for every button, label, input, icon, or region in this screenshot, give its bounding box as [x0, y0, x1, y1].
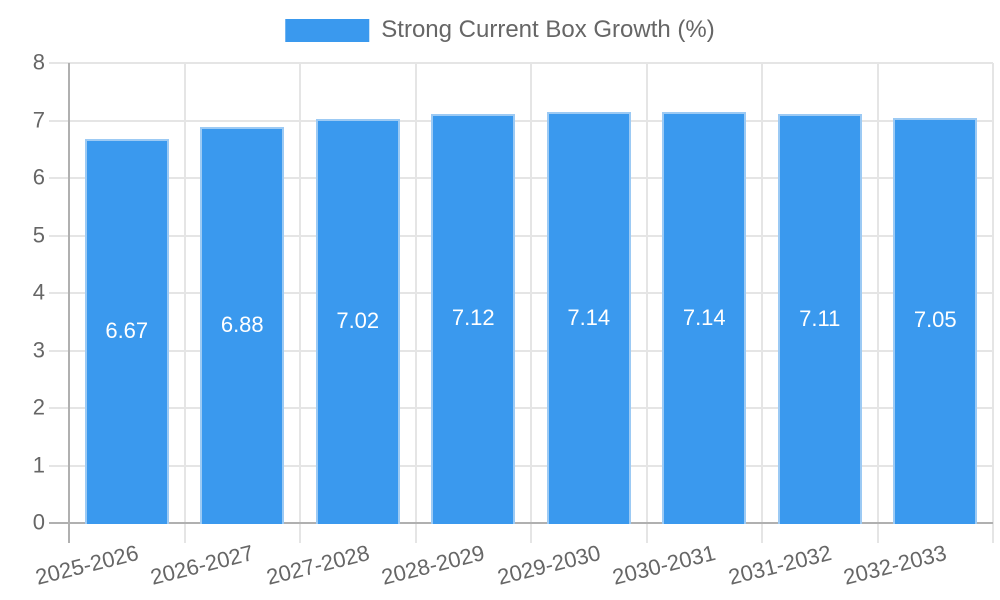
bar-value-label: 7.12 — [451, 305, 495, 331]
bar-value-label: 7.05 — [913, 307, 957, 333]
x-axis-tick-label: 2032-2033 — [840, 540, 950, 590]
x-axis-tick-mark — [876, 523, 879, 543]
y-axis-tick-label: 8 — [32, 49, 45, 75]
y-axis-tick-mark — [49, 464, 69, 467]
bar[interactable] — [777, 114, 862, 524]
x-axis-tick-label: 2028-2029 — [378, 540, 488, 590]
x-axis-tick-label: 2029-2030 — [494, 540, 603, 590]
bar-value-label: 7.02 — [336, 308, 380, 334]
x-axis-tick-mark — [645, 523, 648, 543]
x-axis-tick-mark — [68, 523, 70, 543]
bar[interactable] — [84, 139, 169, 524]
x-axis-tick-label: 2025-2026 — [32, 540, 141, 590]
bar-value-label: 7.11 — [799, 305, 841, 331]
bar[interactable] — [431, 113, 516, 524]
y-axis-tick-label: 3 — [32, 337, 45, 363]
x-axis-tick-mark — [761, 523, 763, 543]
y-axis-tick-mark — [49, 407, 69, 409]
y-axis-tick-mark — [49, 177, 69, 179]
gridline-vertical — [299, 63, 301, 523]
bar-value-label: 6.88 — [220, 312, 264, 338]
x-axis-tick-label: 2031-2032 — [725, 540, 834, 590]
y-axis-line — [68, 63, 70, 523]
bar[interactable] — [315, 119, 400, 524]
y-axis-tick-mark — [49, 522, 69, 524]
y-axis-tick-label: 1 — [32, 452, 45, 478]
x-axis-tick-mark — [183, 523, 186, 543]
legend-label: Strong Current Box Growth (%) — [381, 16, 715, 43]
x-axis-tick-mark — [299, 523, 301, 543]
legend-swatch — [285, 18, 370, 42]
gridline-vertical — [414, 63, 417, 523]
y-axis-tick-label: 7 — [32, 107, 45, 133]
y-axis-tick-label: 2 — [32, 394, 45, 420]
y-axis-tick-label: 5 — [32, 222, 45, 248]
gridline-vertical — [876, 63, 879, 523]
gridline-vertical — [183, 63, 186, 523]
bar-value-label: 6.67 — [105, 318, 149, 344]
bar[interactable] — [546, 112, 631, 524]
bar-value-label: 7.14 — [567, 304, 611, 330]
x-axis-tick-mark — [992, 523, 994, 543]
gridline-vertical — [645, 63, 648, 523]
gridline-vertical — [530, 63, 532, 523]
x-axis-line — [67, 522, 993, 524]
x-axis-tick-label: 2027-2028 — [263, 540, 372, 590]
y-axis-tick-label: 0 — [32, 509, 45, 535]
bar-value-label: 7.14 — [682, 304, 726, 330]
y-axis-tick-label: 6 — [32, 164, 45, 190]
y-axis-tick-mark — [49, 62, 69, 64]
y-axis-tick-label: 4 — [32, 279, 45, 305]
y-axis-tick-mark — [49, 292, 69, 294]
x-axis-tick-mark — [530, 523, 532, 543]
y-axis-tick-mark — [49, 119, 69, 122]
bar[interactable] — [893, 117, 978, 524]
x-axis-tick-label: 2030-2031 — [609, 540, 719, 590]
y-axis-tick-mark — [49, 349, 69, 352]
x-axis-tick-mark — [414, 523, 417, 543]
x-axis-tick-label: 2026-2027 — [147, 540, 257, 590]
gridline-vertical — [761, 63, 763, 523]
legend-item[interactable]: Strong Current Box Growth (%) — [285, 16, 715, 44]
bar[interactable] — [200, 127, 285, 524]
gridline-vertical — [992, 63, 994, 523]
bar[interactable] — [662, 112, 747, 524]
y-axis-tick-mark — [49, 234, 69, 237]
